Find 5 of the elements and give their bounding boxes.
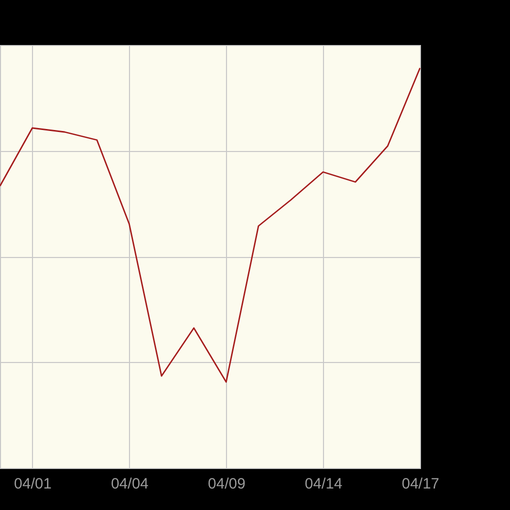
x-tick-label: 04/14 [304, 476, 342, 492]
x-tick-label: 04/09 [208, 476, 246, 492]
x-tick-label: 04/17 [402, 476, 440, 492]
x-tick-label: 04/01 [14, 476, 52, 492]
x-tick-label: 04/04 [110, 476, 149, 492]
